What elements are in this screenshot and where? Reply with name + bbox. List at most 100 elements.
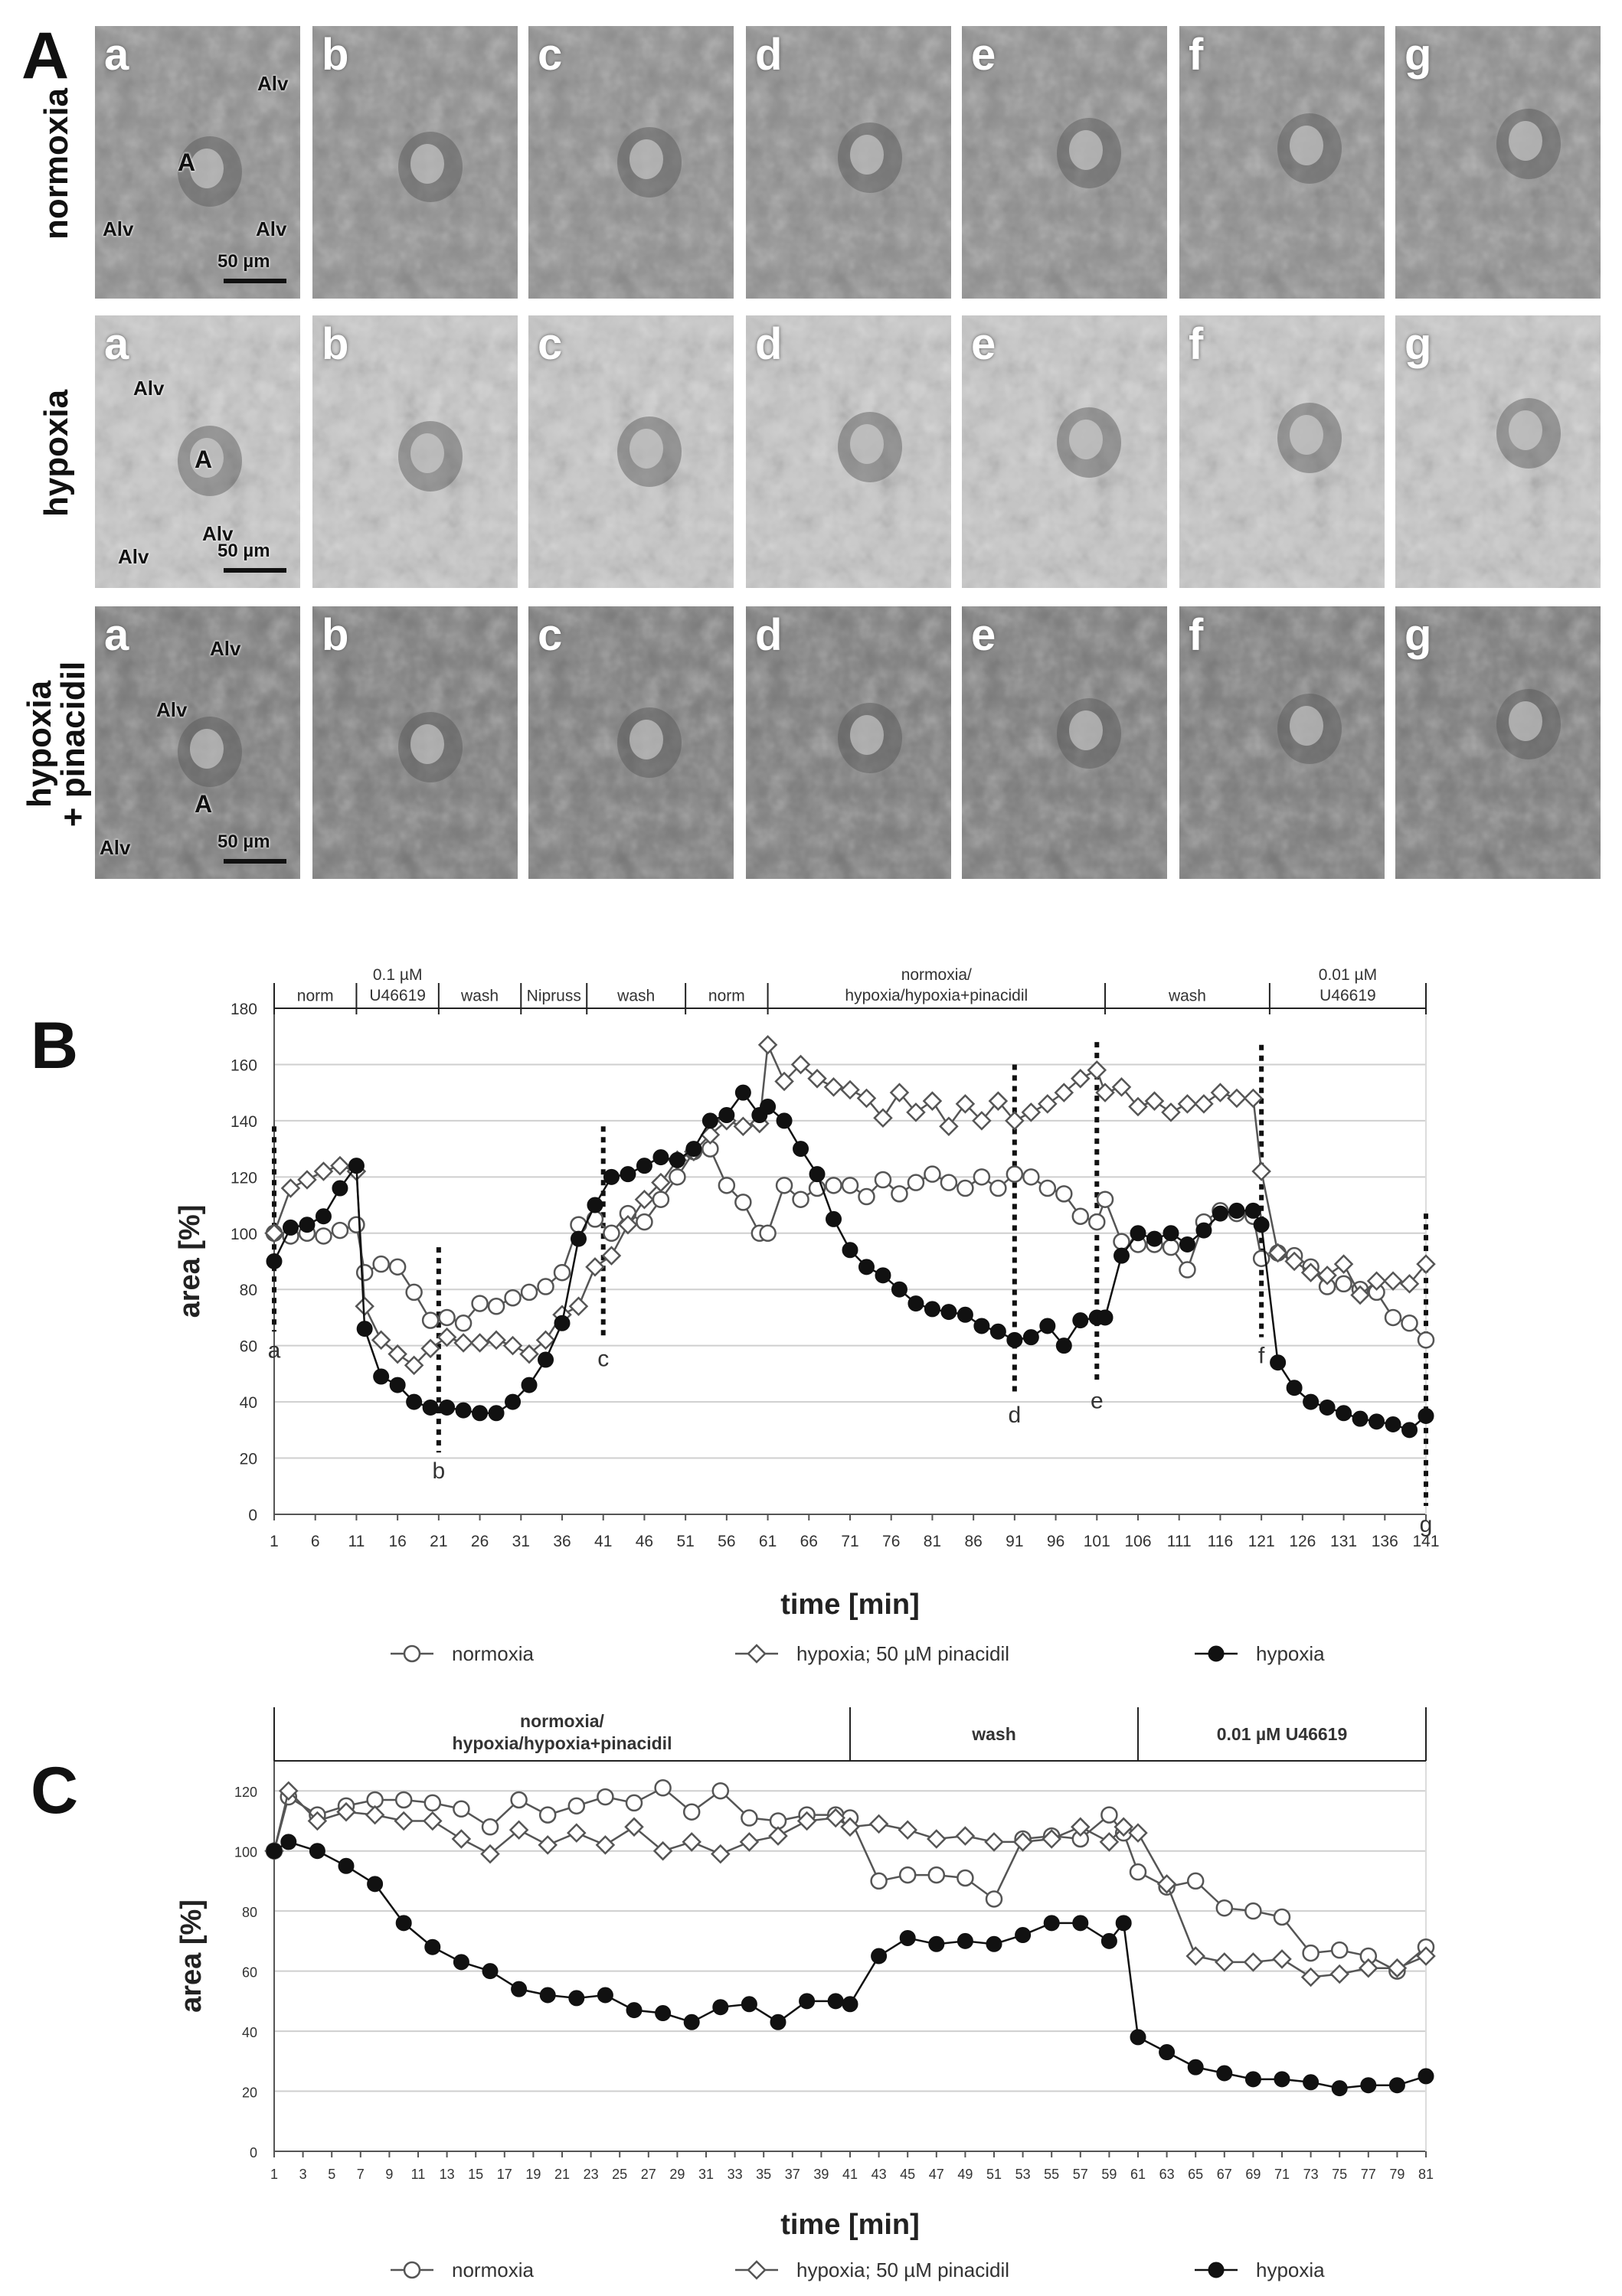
data-point [1284, 1251, 1304, 1272]
data-point [422, 1399, 439, 1416]
alveolus-label: Alv [118, 545, 149, 568]
data-point [741, 1809, 758, 1827]
data-point [957, 1179, 974, 1197]
data-point [1216, 2065, 1233, 2082]
series-0 [265, 1779, 1435, 1980]
artery-label: A [195, 790, 213, 818]
data-point [734, 1084, 751, 1101]
data-point [1071, 1207, 1090, 1225]
data-point [570, 1230, 587, 1247]
data-point [280, 1178, 301, 1198]
x-tick-label: 5 [328, 2167, 335, 2182]
legend-label: hypoxia [1256, 1642, 1325, 1665]
marker-label: e [1091, 1388, 1104, 1413]
micrograph-tile: a Alv A Alv Alv 50 µm [95, 26, 300, 299]
tile-label: g [1405, 610, 1432, 660]
data-point [626, 2002, 643, 2019]
data-point [1253, 1217, 1270, 1233]
data-point [1128, 1096, 1148, 1117]
y-tick-label: 60 [240, 1338, 257, 1356]
data-point [654, 1779, 672, 1797]
data-point [636, 1213, 653, 1231]
legend-label: hypoxia; 50 µM pinacidil [796, 2258, 1009, 2281]
data-point [315, 1227, 332, 1245]
data-point [840, 1079, 860, 1100]
series-2 [266, 1834, 1434, 2097]
x-tick-label: 101 [1084, 1533, 1110, 1550]
micrograph-tile: b [312, 315, 518, 588]
y-tick-label: 120 [234, 1785, 257, 1800]
data-point [809, 1166, 826, 1183]
data-point [1115, 1915, 1132, 1932]
micrograph-tile: a Alv A Alv Alv 50 µm [95, 315, 300, 588]
alveolus-label: Alv [133, 377, 165, 400]
data-point [1022, 1329, 1039, 1346]
data-point [1038, 1094, 1058, 1114]
tile-label: c [538, 319, 563, 369]
data-point [336, 1801, 356, 1822]
data-point [1159, 2044, 1176, 2061]
data-point [652, 1840, 673, 1861]
data-point [1384, 1308, 1402, 1327]
x-tick-label: 73 [1303, 2167, 1319, 2182]
micrograph-tile: b [312, 606, 518, 879]
data-point [1055, 1185, 1073, 1203]
data-point [315, 1208, 332, 1225]
tile-label: a [104, 610, 129, 660]
data-point [1111, 1077, 1132, 1097]
data-point [1187, 2059, 1204, 2076]
x-tick-label: 71 [1274, 2167, 1290, 2182]
x-tick-label: 15 [468, 2167, 483, 2182]
data-point [554, 1315, 571, 1331]
data-point [1330, 1941, 1349, 1959]
data-point [1130, 1225, 1146, 1242]
scale-bar-label: 50 µm [217, 831, 270, 852]
data-point [624, 1817, 644, 1837]
data-point [747, 1644, 767, 1664]
data-point [423, 1811, 443, 1831]
data-point [868, 1814, 889, 1834]
x-tick-label: 81 [1418, 2167, 1434, 2182]
data-point [651, 1172, 671, 1193]
data-point [988, 1091, 1009, 1111]
data-point [1416, 1946, 1436, 1966]
data-point [1071, 1069, 1091, 1089]
data-point [537, 1278, 554, 1295]
data-point [332, 1180, 348, 1197]
micrograph-tile: d [746, 315, 951, 588]
data-point [1179, 1261, 1196, 1279]
data-point [472, 1405, 489, 1422]
data-point [747, 2260, 767, 2280]
data-point [1097, 1309, 1113, 1326]
data-point [1331, 2080, 1348, 2097]
x-tick-label: 21 [554, 2167, 570, 2182]
data-point [957, 1932, 973, 1949]
segment-label: norm [708, 988, 745, 1005]
data-point [1418, 2068, 1434, 2085]
tile-label: a [104, 30, 129, 80]
data-point [790, 1054, 811, 1075]
x-tick-label: 67 [1217, 2167, 1232, 2182]
data-point [394, 1791, 413, 1809]
marker-label: b [433, 1458, 446, 1484]
data-point [1042, 1829, 1061, 1849]
x-tick-label: 36 [553, 1533, 571, 1550]
data-point [1215, 1952, 1234, 1972]
x-tick-label: 111 [1167, 1533, 1192, 1550]
data-point [403, 1644, 421, 1663]
segment-label: wash [616, 988, 655, 1005]
data-point [807, 1069, 827, 1089]
x-tick-label: 141 [1412, 1533, 1439, 1550]
x-tick-label: 81 [924, 1533, 941, 1550]
data-point [924, 1165, 941, 1183]
scale-bar-label: 50 µm [217, 251, 270, 272]
data-point [1243, 1088, 1264, 1109]
data-point [825, 1177, 842, 1194]
data-point [1333, 1254, 1354, 1274]
x-tick-label: 56 [718, 1533, 735, 1550]
x-tick-label: 106 [1124, 1533, 1151, 1550]
legend-label: hypoxia; 50 µM pinacidil [796, 1642, 1009, 1665]
data-point [1401, 1422, 1418, 1439]
data-point [1244, 1202, 1261, 1219]
